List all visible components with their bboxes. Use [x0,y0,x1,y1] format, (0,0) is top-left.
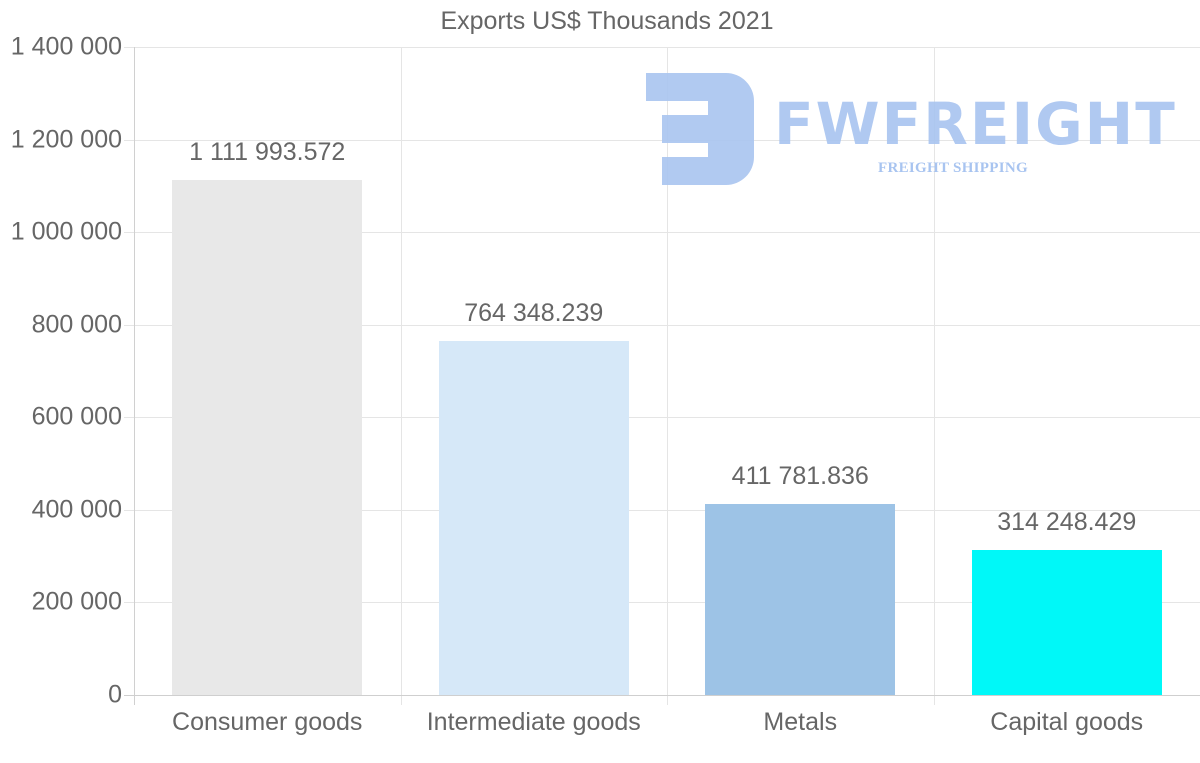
v-gridline [400,47,402,705]
v-gridline [667,47,668,705]
x-tick-label: Intermediate goods [426,708,641,736]
fwfreight-logo-icon [646,73,754,185]
watermark-brand: FWFREIGHT [774,90,1177,158]
h-gridline [124,324,1200,326]
h-gridline [124,232,1200,234]
bar-value-label: 764 348.239 [464,299,604,328]
h-gridline [124,47,1200,48]
y-tick-label: 0 [108,680,122,709]
bar-value-label: 1 111 993.572 [189,138,346,167]
v-gridline [933,47,935,705]
plot-area: 1 111 993.572 764 348.239 411 781.836 314 2… [124,47,1200,705]
bar-capital-goods[interactable] [971,549,1162,695]
h-gridline [124,417,1200,419]
h-gridline [124,602,1200,604]
y-tick-label: 800 000 [31,310,122,339]
y-axis-line [134,47,135,705]
y-tick-label: 200 000 [31,587,122,616]
bar-intermediate-goods[interactable] [438,341,629,695]
y-tick-label: 1 000 000 [10,217,122,246]
x-tick-label: Metals [763,708,838,736]
x-tick-label: Capital goods [990,708,1144,736]
watermark-tagline: FREIGHT SHIPPING [878,160,1028,176]
bar-metals[interactable] [705,504,896,695]
bar-value-label: 411 781.836 [731,462,869,491]
bar-consumer-goods[interactable] [172,180,363,695]
x-axis-line [124,695,1200,696]
y-tick-label: 1 200 000 [10,125,122,154]
y-tick-label: 1 400 000 [10,32,122,61]
fwfreight-watermark: FWFREIGHT FREIGHT SHIPPING [646,73,1175,188]
y-tick-label: 400 000 [31,495,122,524]
y-tick-label: 600 000 [31,402,122,431]
x-tick-label: Consumer goods [172,708,363,736]
bar-value-label: 314 248.429 [997,507,1137,536]
h-gridline [124,509,1200,511]
chart-title: Exports US$ Thousands 2021 [440,7,774,35]
